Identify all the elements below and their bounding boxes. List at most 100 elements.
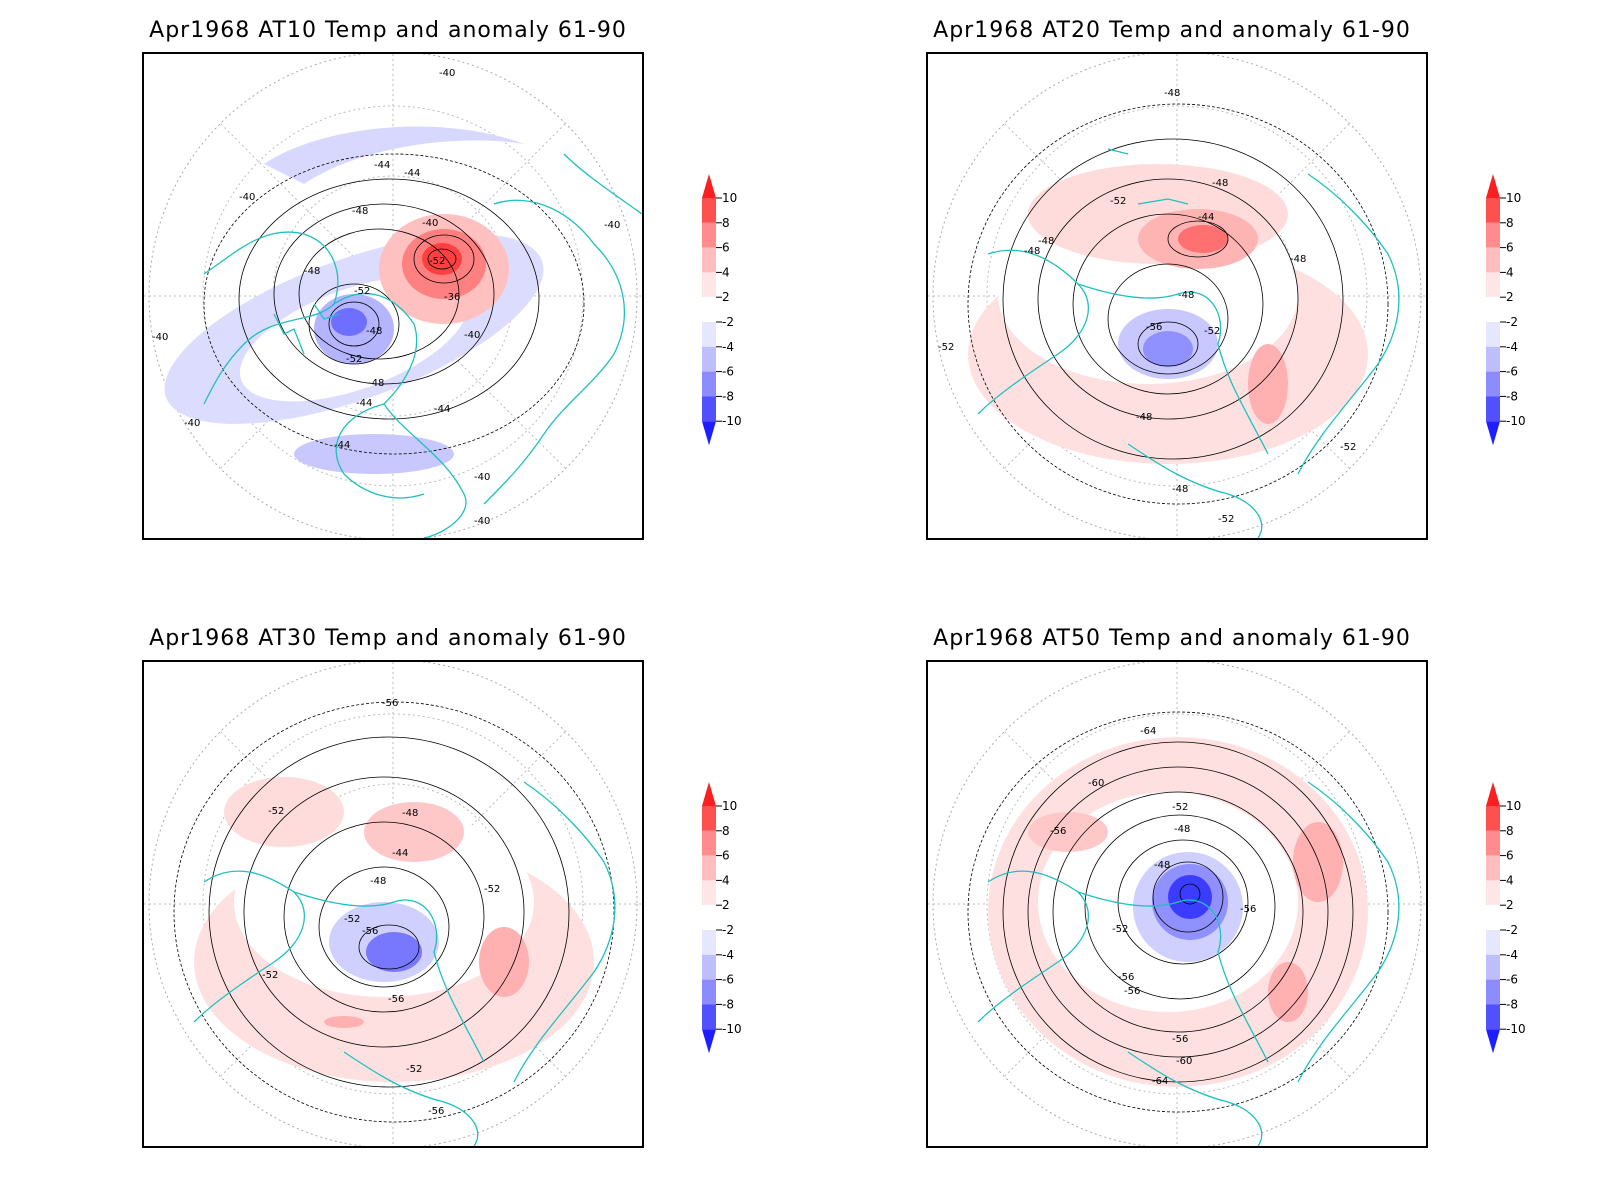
colorbar-segment: [1486, 297, 1500, 322]
map-panel-at30: Apr1968 AT30 Temp and anomaly 61-90: [130, 618, 750, 1178]
contour-label: -56: [382, 698, 398, 709]
latitude-circle: [202, 713, 584, 1095]
contour-label: -48: [1038, 236, 1054, 247]
contour-label: -48: [1174, 824, 1190, 835]
colorbar-label: -8: [722, 389, 734, 403]
anomaly-blob: [479, 927, 529, 997]
colorbar-label: -2: [722, 315, 734, 329]
anomaly-blob: [1143, 331, 1193, 367]
colorbar-segment: [1486, 421, 1500, 446]
colorbar-segment: [1486, 247, 1500, 273]
colorbar-label: 10: [722, 799, 737, 813]
anomaly-blob: [1268, 962, 1308, 1022]
contour-labels: -56 -52 -48 -44 -48 -52 -52 -56 -52 -56 …: [262, 698, 500, 1117]
contour-label: -40: [604, 220, 620, 231]
colorbar-segment: [1486, 905, 1500, 930]
colorbar-segment: [702, 421, 716, 446]
colorbar-segment: [1486, 198, 1500, 223]
contour-label: -44: [392, 848, 408, 859]
colorbar-label: -10: [722, 1022, 742, 1036]
colorbar: 10 8 6 4 2 -2 -4 -6 -8 -10: [690, 782, 760, 1058]
colorbar-segment: [1486, 930, 1500, 955]
contour-label: -60: [1176, 1056, 1192, 1067]
colorbar: 10 8 6 4 2 -2 -4 -6 -8 -10: [1474, 782, 1544, 1058]
contour-label: -44: [374, 160, 390, 171]
colorbar-label: 6: [1506, 241, 1514, 255]
map-canvas: -48 -52 -48 -48 -44 -48 -48 -56 -52 -48 …: [928, 54, 1426, 538]
colorbar-segment: [702, 930, 716, 955]
colorbar-label: -6: [722, 365, 734, 379]
colorbar-segment: [702, 346, 716, 372]
contour-label: -52: [354, 286, 370, 297]
colorbar-segment: [1486, 855, 1500, 881]
colorbar-label: 10: [1506, 799, 1521, 813]
colorbar-segment: [702, 222, 716, 248]
colorbar-segment: [1486, 954, 1500, 980]
contour-label: -56: [428, 1106, 444, 1117]
contour-label: -56: [1172, 1034, 1188, 1045]
colorbar-label: -8: [1506, 997, 1518, 1011]
anomaly-blob: [1293, 822, 1343, 902]
colorbar-segment: [1486, 1004, 1500, 1030]
contour-label: -64: [1152, 1076, 1168, 1087]
contour-label: -48: [1212, 178, 1228, 189]
contour-label: -44: [356, 398, 372, 409]
colorbar-label: 2: [1506, 290, 1514, 304]
colorbar-segment: [702, 371, 716, 397]
coastlines: [977, 148, 1400, 538]
colorbar-segment: [1486, 1029, 1500, 1054]
colorbar-segment: [702, 905, 716, 930]
contour-label: -48: [352, 206, 368, 217]
colorbar-label: 2: [1506, 898, 1514, 912]
colorbar-segment: [702, 297, 716, 322]
colorbar-label: -6: [1506, 365, 1518, 379]
contour-label: -48: [1154, 860, 1170, 871]
colorbar-label: 6: [722, 241, 730, 255]
colorbar-label: 8: [722, 824, 730, 838]
anomaly-blob: [1168, 875, 1212, 919]
latitude-circle: [986, 105, 1368, 487]
contour-label: -48: [1172, 484, 1188, 495]
anomaly-blob: [294, 434, 454, 474]
colorbar-segment: [702, 1029, 716, 1054]
contour-label: -52: [346, 354, 362, 365]
colorbar-label: -6: [722, 973, 734, 987]
colorbar-segment: [1486, 346, 1500, 372]
contour-label: -48: [402, 808, 418, 819]
contour-label: -52: [262, 970, 278, 981]
contour-label: -44: [1198, 212, 1214, 223]
contour-label: -48: [1290, 254, 1306, 265]
colorbar-label: -2: [722, 923, 734, 937]
anomaly-blob: [331, 308, 367, 336]
colorbar-segment: [702, 855, 716, 881]
contour-label: -52: [1172, 802, 1188, 813]
temperature-contours: [967, 711, 1389, 1113]
contour-label: -56: [1146, 322, 1162, 333]
polar-map: -40 -40 -44 -44 -48 -48 -40 -52 -52 -48 …: [142, 52, 644, 540]
contour-label: -48: [1164, 88, 1180, 99]
temperature-contours: [967, 103, 1389, 505]
contour-label: -48: [1136, 412, 1152, 423]
latitude-circle: [202, 105, 584, 487]
contour-labels: -48 -52 -48 -48 -44 -48 -48 -56 -52 -48 …: [938, 88, 1356, 525]
contour-label: -56: [362, 926, 378, 937]
colorbar-label: 10: [722, 191, 737, 205]
map-canvas: -56 -52 -48 -44 -48 -52 -52 -56 -52 -56 …: [144, 662, 642, 1146]
contour-label: -64: [1140, 726, 1156, 737]
colorbar-segment: [1486, 782, 1500, 806]
anomaly-blob: [1248, 344, 1288, 424]
anomaly-blob: [264, 126, 524, 184]
contour-label: -40: [464, 330, 480, 341]
colorbar-svg: 10 8 6 4 2 -2 -4 -6 -8 -10: [702, 782, 742, 1054]
contour-label: -56: [1050, 826, 1066, 837]
contour-label: -40: [439, 68, 455, 79]
colorbar-segment: [702, 396, 716, 422]
contour-label: -60: [1088, 778, 1104, 789]
colorbar-segment: [702, 1004, 716, 1030]
colorbar-segment: [1486, 806, 1500, 831]
colorbar: 10 8 6 4 2 -2 -4 -6 -8 -10: [1474, 174, 1544, 450]
colorbar-label: 2: [722, 290, 730, 304]
temperature-contours: [173, 701, 615, 1123]
anomaly-blob: [224, 777, 344, 847]
contour-label: -56: [1124, 986, 1140, 997]
